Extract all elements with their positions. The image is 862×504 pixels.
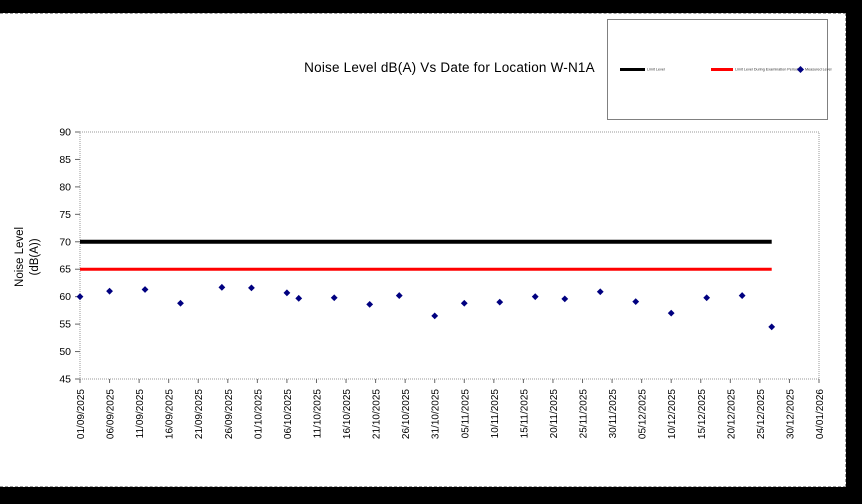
x-tick-label: 25/11/2025 [579, 389, 590, 439]
measured-data-point [218, 283, 226, 291]
y-tick-label: 70 [59, 236, 71, 248]
x-tick-label: 01/09/2025 [76, 389, 87, 439]
y-tick-label: 65 [59, 264, 71, 276]
measured-data-point [395, 292, 403, 299]
y-tick-label: 90 [59, 127, 71, 139]
chart-canvas: Noise Level dB(A) Vs Date for Location W… [0, 13, 846, 487]
x-tick-label: 10/11/2025 [490, 389, 501, 439]
x-tick-label: 26/10/2025 [401, 389, 412, 439]
x-tick-label: 01/10/2025 [253, 389, 264, 439]
x-tick-label: 26/09/2025 [224, 389, 235, 439]
x-tick-label: 20/11/2025 [549, 389, 560, 439]
measured-data-point [632, 298, 640, 306]
measured-data-point [431, 312, 439, 320]
x-tick-label: 15/12/2025 [697, 389, 708, 439]
measured-data-point [141, 286, 149, 293]
x-tick-label: 04/01/2026 [815, 389, 826, 439]
legend-item-limit-level: Limit Level [620, 67, 665, 73]
measured-data-point [330, 294, 338, 302]
measured-data-point [667, 309, 675, 317]
chart-title: Noise Level dB(A) Vs Date for Location W… [304, 60, 595, 75]
x-tick-label: 10/12/2025 [667, 389, 678, 439]
measured-data-point [738, 292, 746, 299]
measured-data-point [76, 293, 84, 301]
limit-level-line-swatch [620, 68, 645, 71]
measured-data-point [703, 294, 711, 302]
x-tick-label: 05/11/2025 [460, 389, 471, 439]
y-tick-label: 45 [59, 374, 71, 386]
measured-data-point [596, 288, 604, 296]
measured-data-point [496, 298, 504, 306]
x-tick-label: 20/12/2025 [726, 389, 737, 439]
x-tick-label: 05/12/2025 [638, 389, 649, 439]
measured-data-point [248, 284, 255, 292]
x-tick-label: 11/10/2025 [312, 389, 323, 439]
measured-data-point [531, 293, 539, 301]
x-tick-label: 06/09/2025 [106, 389, 117, 439]
x-tick-label: 21/09/2025 [194, 389, 205, 439]
measured-data-point [283, 289, 291, 297]
measured-data-point [106, 287, 113, 295]
measured-data-point [295, 294, 303, 302]
y-tick-label: 50 [59, 346, 71, 358]
plot-area: 45 50 55 60 65 70 75 80 85 90 01/09/2025 06/09/2025… [59, 127, 826, 440]
x-tick-label: 06/10/2025 [283, 389, 294, 439]
y-tick-label: 60 [59, 291, 71, 303]
plot-border [79, 131, 820, 380]
y-tick-label: 85 [59, 154, 71, 166]
x-tick-label: 30/12/2025 [785, 389, 796, 439]
measured-data-point [561, 295, 569, 303]
x-tick-label: 16/09/2025 [165, 389, 176, 439]
y-tick-label: 75 [59, 209, 71, 221]
x-tick-label: 25/12/2025 [756, 389, 767, 439]
x-tick-label: 21/10/2025 [372, 389, 383, 439]
x-tick-label: 30/11/2025 [608, 389, 619, 439]
measured-data-point [366, 300, 374, 308]
measured-data-point [768, 323, 776, 331]
y-tick-label: 80 [59, 181, 71, 193]
x-tick-label: 16/10/2025 [342, 389, 353, 439]
measured-data-point [460, 299, 468, 307]
x-tick-label: 11/09/2025 [135, 389, 146, 439]
x-tick-label: 15/11/2025 [519, 389, 530, 439]
y-tick-label: 55 [59, 319, 71, 331]
x-tick-label: 31/10/2025 [431, 389, 442, 439]
measured-data-point [177, 299, 184, 307]
exam-limit-line-swatch [710, 68, 733, 71]
legend: Limit Level Limit Level During Examinati… [607, 19, 831, 120]
